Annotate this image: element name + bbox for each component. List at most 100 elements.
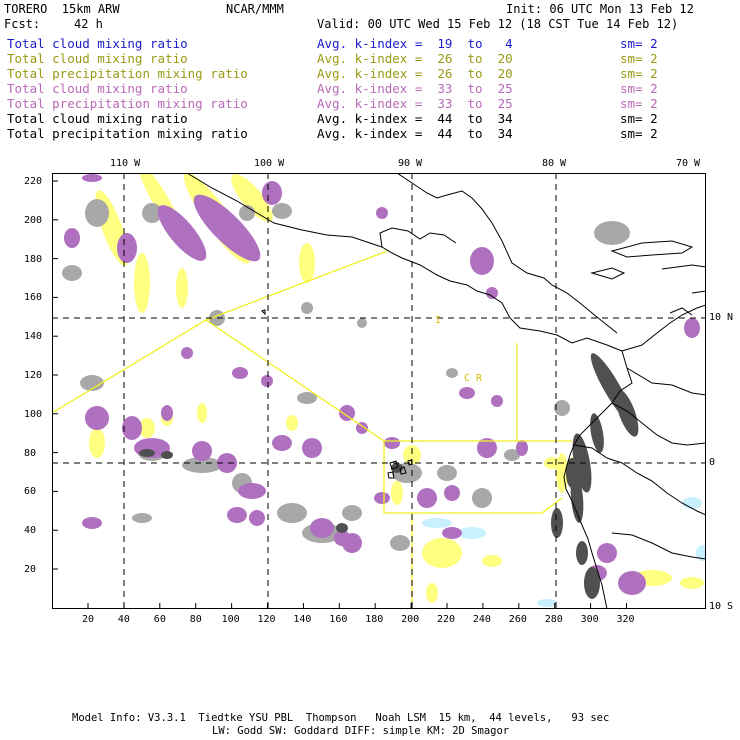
top-lon-label: 110 W (110, 158, 141, 169)
bottom-tick-label: 300 (580, 614, 599, 625)
legend-index-1: Avg. k-index = 26 to 20 (317, 51, 513, 66)
cloud-blob (82, 174, 102, 182)
bottom-tick-label: 240 (472, 614, 491, 625)
cloud-blob (339, 405, 355, 421)
cloud-fields (62, 173, 706, 607)
valid-time: Valid: 00 UTC Wed 15 Feb 12 (18 CST Tue … (317, 17, 679, 31)
cloud-blob (302, 438, 322, 458)
bottom-tick-label: 80 (189, 614, 202, 625)
bottom-tick-label: 140 (293, 614, 312, 625)
cloud-blob (231, 174, 273, 222)
cloud-blob (232, 367, 248, 379)
cloud-blob (277, 503, 307, 523)
cloud-blob (85, 406, 109, 430)
cloud-blob (192, 441, 212, 461)
right-lat-label: 0 (709, 457, 716, 468)
cloud-blob (157, 205, 207, 261)
footer-physics-info: LW: Godd SW: Goddard DIFF: simple KM: 2D… (212, 725, 510, 737)
left-tick-label: 180 (24, 253, 43, 265)
cloud-blob (696, 545, 706, 561)
legend-sm-0: sm= 2 (620, 36, 658, 51)
cloud-blob (682, 497, 702, 509)
left-tick-label: 220 (24, 176, 43, 187)
cloud-blob (384, 437, 400, 449)
cloud-blob (122, 416, 142, 440)
cloud-blob (89, 428, 105, 458)
bottom-tick-label: 320 (616, 614, 635, 625)
left-tick-label: 120 (24, 370, 43, 381)
cloud-blob (403, 445, 421, 465)
bottom-tick-label: 100 (221, 614, 240, 625)
cloud-blob (459, 387, 475, 399)
left-tick-label: 40 (24, 525, 37, 537)
top-lon-label: 80 W (542, 158, 567, 169)
cloud-blob (584, 567, 600, 599)
cloud-blob (139, 418, 155, 438)
cloud-blob (80, 375, 104, 391)
legend-index-5: Avg. k-index = 44 to 34 (317, 111, 513, 126)
lat-lon-gridlines (52, 173, 706, 609)
cloud-blob (422, 518, 452, 528)
region-label-cr: C R (464, 373, 483, 384)
cloud-blob (176, 268, 188, 308)
cloud-blob (193, 194, 261, 262)
cloud-blob (482, 555, 502, 567)
cloud-blob (566, 458, 578, 488)
legend-field-1: Total cloud mixing ratio (7, 51, 188, 66)
cloud-blob (444, 485, 460, 501)
cloud-blob (161, 451, 173, 459)
legend-field-5: Total cloud mixing ratio (7, 111, 188, 126)
cloud-blob (680, 577, 704, 589)
bottom-tick-label: 220 (437, 614, 456, 625)
legend-field-0: Total cloud mixing ratio (7, 36, 188, 51)
cloud-blob (422, 538, 462, 568)
cloud-blob (472, 488, 492, 508)
top-lon-label: 100 W (254, 158, 285, 169)
cloud-blob (491, 395, 503, 407)
coastlines (186, 173, 706, 609)
cloud-blob (134, 253, 150, 313)
map-frame (52, 173, 706, 609)
cloud-blob (197, 403, 207, 423)
left-tick-label: 100 (24, 408, 43, 420)
cloud-blob (477, 438, 497, 458)
cloud-blob (470, 247, 494, 275)
cloud-blob (504, 449, 520, 461)
cloud-blob (486, 287, 498, 299)
cloud-blob (458, 527, 486, 539)
cloud-blob (391, 481, 403, 505)
fcst-value: 42 h (74, 17, 103, 31)
cloud-blob (684, 318, 700, 338)
cloud-blob (82, 517, 102, 529)
cloud-blob (374, 492, 390, 504)
cloud-blob (227, 507, 247, 523)
cloud-blob (336, 523, 348, 533)
legend-sm-3: sm= 2 (620, 81, 658, 96)
cloud-blob (132, 513, 152, 523)
legend-index-4: Avg. k-index = 33 to 25 (317, 96, 513, 111)
cloud-blob (272, 203, 292, 219)
cloud-blob (576, 541, 588, 565)
footer-model-info: Model Info: V3.3.1 Tiedtke YSU PBL Thomp… (72, 712, 610, 724)
cloud-blob (357, 318, 367, 328)
cloud-blob (139, 449, 155, 457)
bottom-tick-label: 200 (401, 614, 420, 625)
cloud-blob (301, 302, 313, 314)
cloud-blob (62, 265, 82, 281)
bottom-tick-label: 280 (544, 614, 563, 625)
legend-field-4: Total precipitation mixing ratio (7, 96, 248, 111)
model-title: TORERO 15km ARW (4, 2, 120, 16)
cloud-blob (272, 435, 292, 451)
cloud-blob (64, 228, 80, 248)
bottom-tick-label: 160 (329, 614, 348, 625)
org-title: NCAR/MMM (226, 2, 284, 16)
legend-sm-5: sm= 2 (620, 111, 658, 126)
legend-index-6: Avg. k-index = 44 to 34 (317, 126, 513, 141)
legend-field-2: Total precipitation mixing ratio (7, 66, 248, 81)
cloud-blob (554, 400, 570, 416)
cloud-blob (537, 599, 557, 607)
cloud-blob (286, 415, 298, 431)
bottom-tick-label: 120 (257, 614, 276, 625)
cloud-blob (310, 518, 334, 538)
cloud-blob (297, 392, 317, 404)
